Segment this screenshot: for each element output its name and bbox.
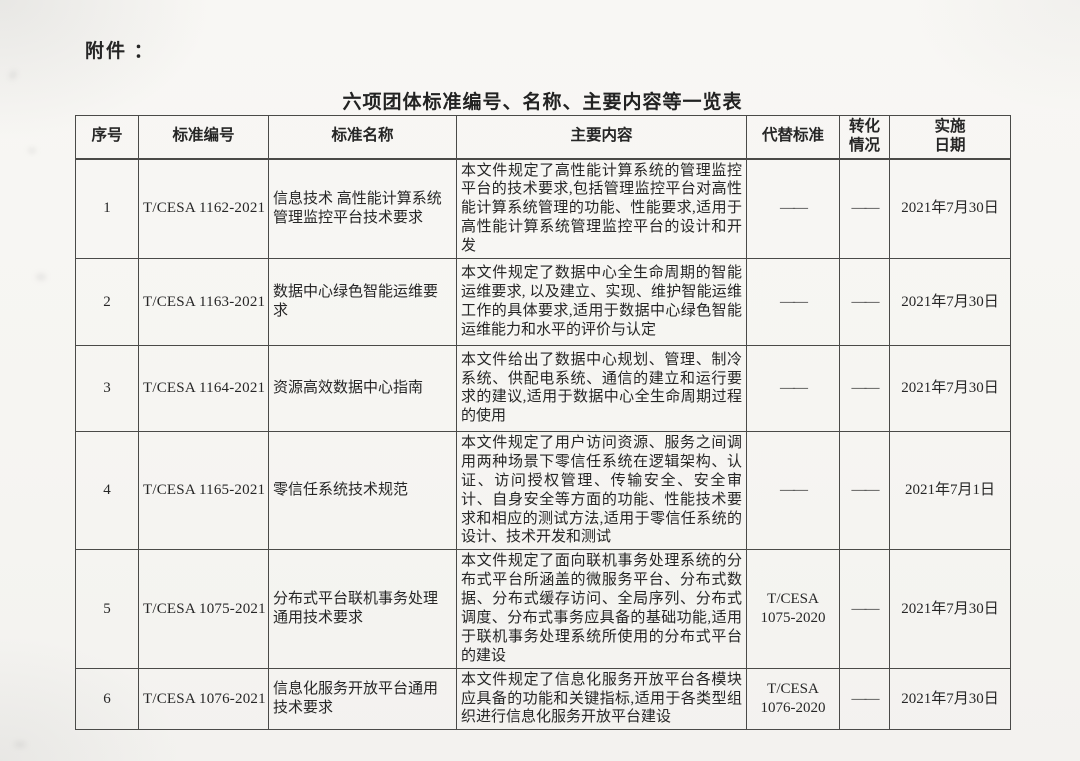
cell-content: 本文件规定了信息化服务开放平台各模块应具备的功能和关键指标,适用于各类型组织进行…	[456, 667, 747, 731]
col-header-name: 标准名称	[268, 115, 457, 160]
cell-content: 本文件规定了面向联机事务处理系统的分布式平台所涵盖的微服务平台、分布式数据、分布…	[456, 549, 747, 669]
cell-name: 零信任系统技术规范	[268, 430, 457, 551]
table-row: 1 T/CESA 1162-2021 信息技术 高性能计算系统管理监控平台技术要…	[75, 158, 1011, 259]
table-row: 6 T/CESA 1076-2021 信息化服务开放平台通用技术要求 本文件规定…	[75, 667, 1011, 731]
cell-date: 2021年7月30日	[889, 158, 1011, 259]
cell-date: 2021年7月1日	[889, 430, 1011, 551]
standards-table: 序号 标准编号 标准名称 主要内容 代替标准 转化 情况 实施 日期 1 T/C…	[75, 115, 1011, 731]
table-row: 3 T/CESA 1164-2021 资源高效数据中心指南 本文件给出了数据中心…	[75, 344, 1011, 432]
cell-conversion: ——	[839, 430, 890, 551]
cell-conversion: ——	[839, 158, 890, 259]
cell-no: 4	[75, 430, 139, 551]
cell-content: 本文件规定了数据中心全生命周期的智能运维要求, 以及建立、实现、维护智能运维工作…	[456, 257, 747, 346]
col-header-content: 主要内容	[456, 115, 747, 160]
cell-replaces: T/CESA 1076-2020	[746, 667, 840, 731]
cell-conversion: ——	[839, 257, 890, 346]
cell-no: 5	[75, 549, 139, 669]
col-header-no: 序号	[75, 115, 139, 160]
cell-replaces: ——	[746, 158, 840, 259]
cell-code: T/CESA 1163-2021	[138, 257, 269, 346]
cell-date: 2021年7月30日	[889, 549, 1011, 669]
cell-code: T/CESA 1164-2021	[138, 344, 269, 432]
cell-name: 数据中心绿色智能运维要求	[268, 257, 457, 346]
attachment-label: 附件 ：	[85, 41, 155, 62]
col-header-conversion: 转化 情况	[839, 115, 890, 160]
cell-no: 2	[75, 257, 139, 346]
scan-artifact	[36, 274, 46, 280]
col-header-code: 标准编号	[138, 115, 269, 160]
cell-no: 1	[75, 158, 139, 259]
cell-date: 2021年7月30日	[889, 667, 1011, 731]
cell-code: T/CESA 1165-2021	[138, 430, 269, 551]
cell-name: 资源高效数据中心指南	[268, 344, 457, 432]
cell-code: T/CESA 1162-2021	[138, 158, 269, 259]
cell-name: 分布式平台联机事务处理通用技术要求	[268, 549, 457, 669]
table-row: 2 T/CESA 1163-2021 数据中心绿色智能运维要求 本文件规定了数据…	[75, 257, 1011, 346]
cell-replaces: T/CESA 1075-2020	[746, 549, 840, 669]
cell-replaces: ——	[746, 430, 840, 551]
cell-conversion: ——	[839, 549, 890, 669]
page-title: 六项团体标准编号、名称、主要内容等一览表	[342, 92, 743, 113]
cell-name: 信息技术 高性能计算系统管理监控平台技术要求	[268, 158, 457, 259]
cell-date: 2021年7月30日	[889, 257, 1011, 346]
cell-code: T/CESA 1076-2021	[138, 667, 269, 731]
cell-no: 3	[75, 344, 139, 432]
table-header-row: 序号 标准编号 标准名称 主要内容 代替标准 转化 情况 实施 日期	[75, 115, 1011, 160]
table-row: 5 T/CESA 1075-2021 分布式平台联机事务处理通用技术要求 本文件…	[75, 549, 1011, 669]
scan-artifact	[28, 148, 36, 153]
cell-content: 本文件规定了高性能计算系统的管理监控平台的技术要求,包括管理监控平台对高性能计算…	[456, 158, 747, 259]
cell-conversion: ——	[839, 344, 890, 432]
cell-no: 6	[75, 667, 139, 731]
col-header-replaces: 代替标准	[746, 115, 840, 160]
cell-date: 2021年7月30日	[889, 344, 1011, 432]
table-row: 4 T/CESA 1165-2021 零信任系统技术规范 本文件规定了用户访问资…	[75, 430, 1011, 551]
scan-artifact	[14, 742, 26, 747]
cell-replaces: ——	[746, 257, 840, 346]
cell-content: 本文件给出了数据中心规划、管理、制冷系统、供配电系统、通信的建立和运行要求的建议…	[456, 344, 747, 432]
col-header-date: 实施 日期	[889, 115, 1011, 160]
scan-artifact	[7, 69, 19, 81]
cell-content: 本文件规定了用户访问资源、服务之间调用两种场景下零信任系统在逻辑架构、认证、访问…	[456, 430, 747, 551]
cell-name: 信息化服务开放平台通用技术要求	[268, 667, 457, 731]
cell-replaces: ——	[746, 344, 840, 432]
cell-code: T/CESA 1075-2021	[138, 549, 269, 669]
cell-conversion: ——	[839, 667, 890, 731]
